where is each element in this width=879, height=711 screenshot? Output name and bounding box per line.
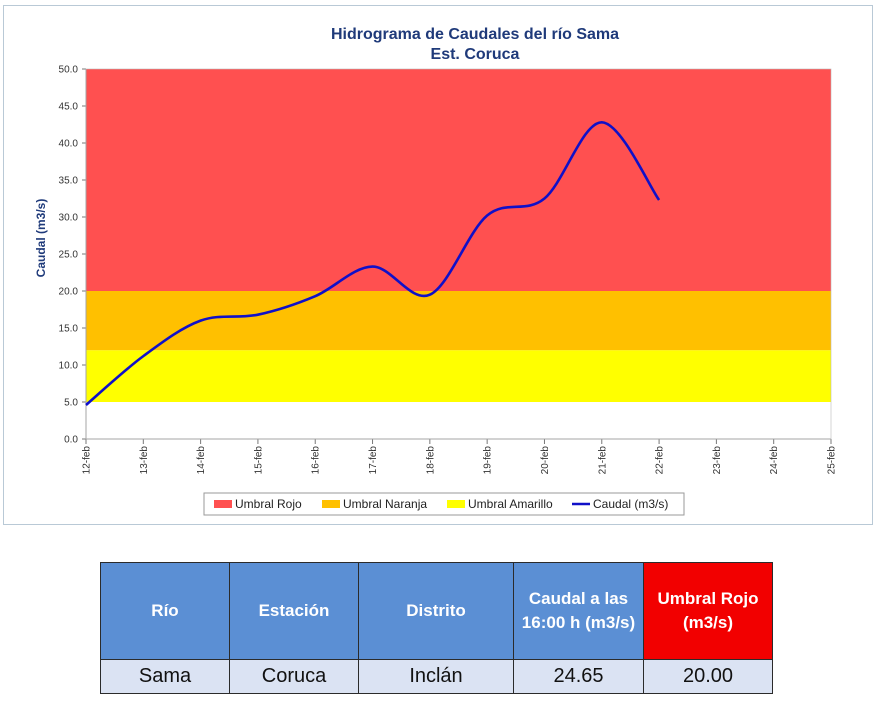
y-axis-label: Caudal (m3/s)	[34, 199, 48, 278]
x-tick-label: 18-feb	[425, 446, 436, 475]
y-tick-label: 15.0	[59, 324, 79, 335]
x-tick-label: 12-feb	[82, 446, 93, 475]
x-axis-ticks: 12-feb 13-feb 14-feb 15-feb 16-feb 17-feb 18-f…	[82, 439, 838, 474]
cell-distrito: Inclán	[358, 659, 514, 694]
header-umbral-rojo: Umbral Rojo (m3/s)	[643, 562, 773, 660]
y-tick-label: 20.0	[59, 287, 79, 298]
cell-estacion: Coruca	[229, 659, 359, 694]
legend-umbral-amarillo-label: Umbral Amarillo	[468, 497, 553, 511]
y-tick-label: 30.0	[59, 213, 79, 224]
cell-umbral-rojo: 20.00	[643, 659, 773, 694]
cell-caudal: 24.65	[513, 659, 644, 694]
legend-umbral-naranja-label: Umbral Naranja	[343, 497, 427, 511]
x-tick-label: 15-feb	[253, 446, 264, 475]
band-umbral-rojo	[86, 69, 831, 291]
info-table: Río Estación Distrito Caudal a las 16:00…	[100, 562, 773, 694]
y-tick-label: 25.0	[59, 250, 79, 261]
y-tick-label: 45.0	[59, 102, 79, 113]
table-header-row: Río Estación Distrito Caudal a las 16:00…	[100, 562, 773, 660]
legend-umbral-rojo-label: Umbral Rojo	[235, 497, 302, 511]
chart-subtitle: Est. Coruca	[431, 46, 520, 63]
table-row: Sama Coruca Inclán 24.65 20.00	[100, 659, 773, 694]
plot-border	[85, 68, 832, 440]
legend: Umbral Rojo Umbral Naranja Umbral Amarillo…	[203, 492, 685, 516]
chart-title: Hidrograma de Caudales del río Sama	[331, 26, 619, 43]
band-umbral-naranja	[86, 291, 831, 351]
y-axis-ticks: 0.0 5.0 10.0 15.0 20.0 25.0 30.0 35.0 40.0 45.0 50…	[59, 65, 86, 446]
x-tick-label: 21-feb	[597, 446, 608, 475]
y-tick-label: 5.0	[64, 398, 78, 409]
x-tick-label: 16-feb	[311, 446, 322, 475]
legend-umbral-naranja-swatch	[322, 500, 340, 508]
header-distrito: Distrito	[358, 562, 514, 660]
chart-frame: Hidrograma de Caudales del río Sama Est.…	[3, 5, 873, 525]
x-tick-label: 25-feb	[827, 446, 838, 475]
x-tick-label: 23-feb	[712, 446, 723, 475]
series-layer	[85, 120, 661, 406]
y-tick-label: 35.0	[59, 176, 79, 187]
legend-box	[203, 492, 685, 516]
y-tick-label: 50.0	[59, 65, 79, 76]
caudal-line	[85, 120, 661, 406]
cell-rio: Sama	[100, 659, 230, 694]
x-tick-label: 24-feb	[769, 446, 780, 475]
x-tick-label: 13-feb	[139, 446, 150, 475]
header-estacion: Estación	[229, 562, 359, 660]
x-tick-label: 20-feb	[540, 446, 551, 475]
y-tick-label: 0.0	[64, 435, 78, 446]
y-tick-label: 40.0	[59, 139, 79, 150]
threshold-bands	[86, 69, 831, 402]
axes	[85, 68, 832, 440]
x-tick-label: 14-feb	[196, 446, 207, 475]
header-rio: Río	[100, 562, 230, 660]
y-tick-label: 10.0	[59, 361, 79, 372]
band-umbral-amarillo	[86, 350, 831, 402]
x-tick-label: 19-feb	[483, 446, 494, 475]
legend-umbral-amarillo-swatch	[447, 500, 465, 508]
legend-umbral-rojo-swatch	[214, 500, 232, 508]
legend-caudal-m3-s-label: Caudal (m3/s)	[593, 497, 668, 511]
x-tick-label: 22-feb	[655, 446, 666, 475]
x-tick-label: 17-feb	[368, 446, 379, 475]
hydrograph-chart: Hidrograma de Caudales del río Sama Est.…	[34, 26, 838, 516]
header-caudal: Caudal a las 16:00 h (m3/s)	[513, 562, 644, 660]
